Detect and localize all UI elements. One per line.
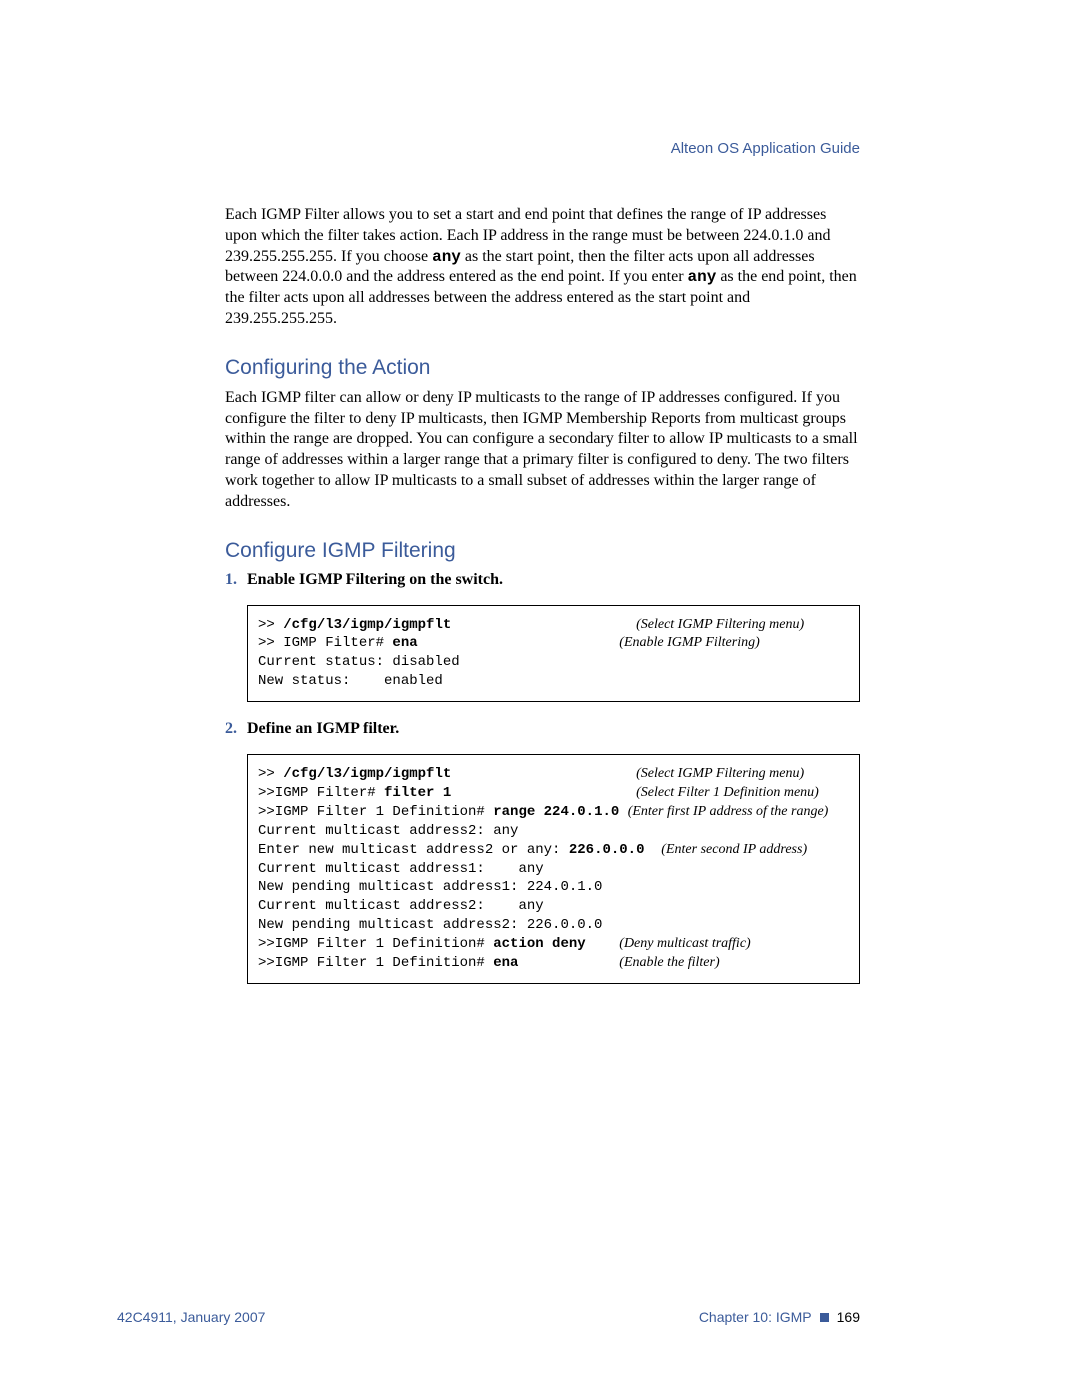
code2-line5: Enter new multicast address2 or any: 226… (258, 841, 849, 860)
code2-l3-pre: >>IGMP Filter 1 Definition# (258, 804, 493, 820)
heading-configure-igmp-filtering: Configure IGMP Filtering (225, 539, 860, 563)
code1-l1-pad (451, 617, 636, 633)
header-title: Alteon OS Application Guide (117, 140, 860, 157)
code2-l3-comment: (Enter first IP address of the range) (628, 804, 829, 819)
code1-l1-cmd: /cfg/l3/igmp/igmpflt (283, 617, 451, 633)
step-2-number: 2. (225, 720, 247, 738)
code2-line9: New pending multicast address2: 226.0.0.… (258, 916, 849, 935)
code2-line10: >>IGMP Filter 1 Definition# action deny … (258, 935, 849, 954)
code2-l5-cmd: 226.0.0.0 (569, 842, 645, 858)
code2-l10-cmd: action deny (493, 936, 585, 952)
intro-bold-any-2: any (688, 268, 717, 286)
code2-l2-cmd: filter 1 (384, 785, 451, 801)
code2-l2-comment: (Select Filter 1 Definition menu) (636, 785, 819, 800)
code1-l2-pre: >> IGMP Filter# (258, 635, 392, 651)
step-2: 2.Define an IGMP filter. (225, 720, 860, 738)
code1-line3: Current status: disabled (258, 653, 849, 672)
code2-line4: Current multicast address2: any (258, 822, 849, 841)
intro-bold-any-1: any (432, 248, 461, 266)
code-block-1: >> /cfg/l3/igmp/igmpflt (Select IGMP Fil… (247, 605, 860, 703)
code2-l11-pre: >>IGMP Filter 1 Definition# (258, 955, 493, 971)
code2-l1-cmd: /cfg/l3/igmp/igmpflt (283, 766, 451, 782)
code2-l10-comment: (Deny multicast traffic) (619, 936, 750, 951)
code2-l2-pre: >>IGMP Filter# (258, 785, 384, 801)
code2-line8: Current multicast address2: any (258, 897, 849, 916)
code2-line7: New pending multicast address1: 224.0.1.… (258, 878, 849, 897)
code2-line3: >>IGMP Filter 1 Definition# range 224.0.… (258, 803, 849, 822)
code2-l1-comment: (Select IGMP Filtering menu) (636, 766, 804, 781)
code1-line1: >> /cfg/l3/igmp/igmpflt (Select IGMP Fil… (258, 616, 849, 635)
code2-l11-comment: (Enable the filter) (619, 955, 719, 970)
code2-line11: >>IGMP Filter 1 Definition# ena (Enable … (258, 954, 849, 973)
step-2-text: Define an IGMP filter. (247, 720, 399, 737)
step-1-number: 1. (225, 571, 247, 589)
square-icon (820, 1313, 829, 1322)
code1-l1-pre: >> (258, 617, 283, 633)
footer-page-number: 169 (837, 1309, 860, 1325)
footer-left: 42C4911, January 2007 (117, 1309, 265, 1325)
action-paragraph: Each IGMP filter can allow or deny IP mu… (225, 388, 860, 513)
code2-l1-pre: >> (258, 766, 283, 782)
footer-chapter: Chapter 10: IGMP (699, 1309, 812, 1325)
page-footer: 42C4911, January 2007 Chapter 10: IGMP 1… (117, 1309, 860, 1325)
code1-l2-comment: (Enable IGMP Filtering) (619, 635, 760, 650)
code2-l10-pre: >>IGMP Filter 1 Definition# (258, 936, 493, 952)
code2-line6: Current multicast address1: any (258, 860, 849, 879)
code2-l5-pre: Enter new multicast address2 or any: (258, 842, 569, 858)
footer-right: Chapter 10: IGMP 169 (699, 1309, 860, 1325)
code2-l1-pad (451, 766, 636, 782)
intro-paragraph: Each IGMP Filter allows you to set a sta… (225, 205, 860, 330)
code2-l3-cmd: range 224.0.1.0 (493, 804, 619, 820)
code2-l5-comment: (Enter second IP address) (661, 842, 807, 857)
code2-line2: >>IGMP Filter# filter 1 (Select Filter 1… (258, 784, 849, 803)
step-1-text: Enable IGMP Filtering on the switch. (247, 571, 503, 588)
code2-l11-cmd: ena (493, 955, 518, 971)
code2-line1: >> /cfg/l3/igmp/igmpflt (Select IGMP Fil… (258, 765, 849, 784)
code1-line4: New status: enabled (258, 672, 849, 691)
step-1: 1.Enable IGMP Filtering on the switch. (225, 571, 860, 589)
code-block-2: >> /cfg/l3/igmp/igmpflt (Select IGMP Fil… (247, 754, 860, 984)
code1-line2: >> IGMP Filter# ena (Enable IGMP Filteri… (258, 634, 849, 653)
code1-l2-cmd: ena (392, 635, 417, 651)
code1-l1-comment: (Select IGMP Filtering menu) (636, 617, 804, 632)
heading-configuring-action: Configuring the Action (225, 356, 860, 380)
code1-l2-pad (418, 635, 620, 651)
code2-l2-pad (451, 785, 636, 801)
